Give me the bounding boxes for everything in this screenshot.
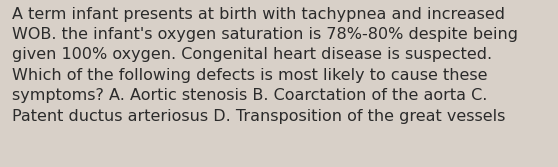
Text: A term infant presents at birth with tachypnea and increased
WOB. the infant's o: A term infant presents at birth with tac… bbox=[12, 7, 518, 124]
